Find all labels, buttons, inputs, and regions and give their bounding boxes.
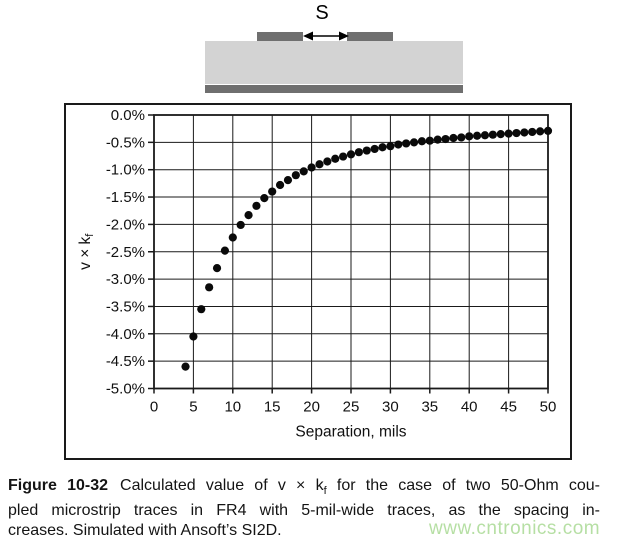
data-point [536,127,545,136]
arrow-head-right [339,31,349,41]
data-point [402,139,411,148]
x-tick-label: 35 [421,399,438,416]
data-point [457,133,466,142]
data-point [465,132,474,141]
data-point [362,146,371,155]
data-point [228,233,237,242]
data-point [260,194,269,203]
y-tick-label: -2.5% [106,244,145,261]
data-point [496,130,505,139]
left-trace-rect [257,32,303,41]
spacing-label: S [315,2,329,24]
data-point [370,144,379,154]
microstrip-diagram: S [0,0,624,100]
data-point [220,246,230,255]
x-tick-label: 40 [461,399,478,416]
data-point [543,126,553,135]
data-point [339,152,348,161]
x-axis-title: Separation, mils [295,424,406,441]
data-point [323,157,332,166]
figure-number-label: Figure 10-32 [8,477,109,494]
data-point [386,142,395,151]
y-tick-label: -4.0% [106,326,145,343]
data-point [212,264,222,273]
data-point [425,136,434,145]
y-tick-label: 0.0% [111,107,145,124]
data-point [378,143,387,152]
x-tick-label: 45 [500,399,517,416]
y-tick-label: -2.0% [106,216,145,233]
x-tick-label: 20 [303,399,320,416]
data-point [197,305,206,314]
x-tick-label: 10 [224,399,241,416]
data-point [441,134,450,144]
data-point [181,362,190,371]
data-point [268,187,277,196]
data-point [283,175,293,185]
y-tick-label: -5.0% [106,381,145,398]
x-tick-label: 50 [540,399,557,416]
data-point [528,127,537,137]
data-point [480,131,490,140]
data-point [331,154,340,163]
y-tick-label: -3.0% [106,271,145,288]
caption-line-1: Figure 10-32 Calculated value of v × kf f… [8,476,600,501]
data-point [205,283,214,292]
data-point [472,131,482,140]
plot-border [153,114,549,390]
caption-line-3: creases. Simulated with Ansoft’s SI2D. [8,522,282,540]
watermark-text: www.cntronics.com [429,518,601,539]
data-point [252,201,261,210]
y-axis-title: v × kf [77,233,96,270]
data-point [488,130,497,139]
data-point [409,138,419,147]
x-tick-label: 25 [343,399,360,416]
data-point [417,137,427,146]
x-tick-label: 5 [189,399,197,416]
data-point [189,332,198,341]
y-tick-label: -4.5% [106,353,145,370]
y-tick-label: -1.5% [106,189,145,206]
data-point [504,129,513,138]
data-point [244,211,253,220]
figure-caption: Figure 10-32 Calculated value of v × kf f… [8,476,600,541]
data-point [520,128,529,137]
data-point [299,167,308,176]
data-point [307,163,316,172]
data-point [315,160,324,169]
data-point [291,171,300,180]
caption-line-2: pled microstrip traces in FR4 with 5-mil… [8,502,600,520]
data-point [236,220,245,230]
y-tick-label: -3.5% [106,298,145,315]
spacing-arrow-icon [303,31,349,41]
data-point [512,128,521,138]
kf-subscript: f [323,485,327,498]
y-tick-label: -0.5% [106,134,145,151]
data-point [275,180,285,190]
data-point [433,135,442,144]
x-tick-label: 15 [264,399,281,416]
chart-area: 0 5 10 15 20 25 30 35 40 45 50 0.0% -0.5% -1.0% -1.5% -… [64,103,572,460]
x-tick-label: 30 [382,399,399,416]
ground-plane-rect [205,85,463,93]
substrate-rect [205,41,463,84]
caption-text-post: for the case of two 50-Ohm cou- [326,477,600,494]
y-tick-label: -1.0% [106,162,145,179]
x-tick-label: 0 [150,399,158,416]
data-point [346,150,356,159]
caption-text-pre: Calculated value of v × k [120,477,324,494]
crosstalk-chart-svg: 0 5 10 15 20 25 30 35 40 45 50 0.0% -0.5% -1.0% -1.5% -… [64,103,572,460]
data-point [449,133,458,143]
right-trace-rect [347,32,393,41]
data-point [394,140,403,149]
data-point [354,148,363,157]
arrow-head-left [303,31,313,41]
